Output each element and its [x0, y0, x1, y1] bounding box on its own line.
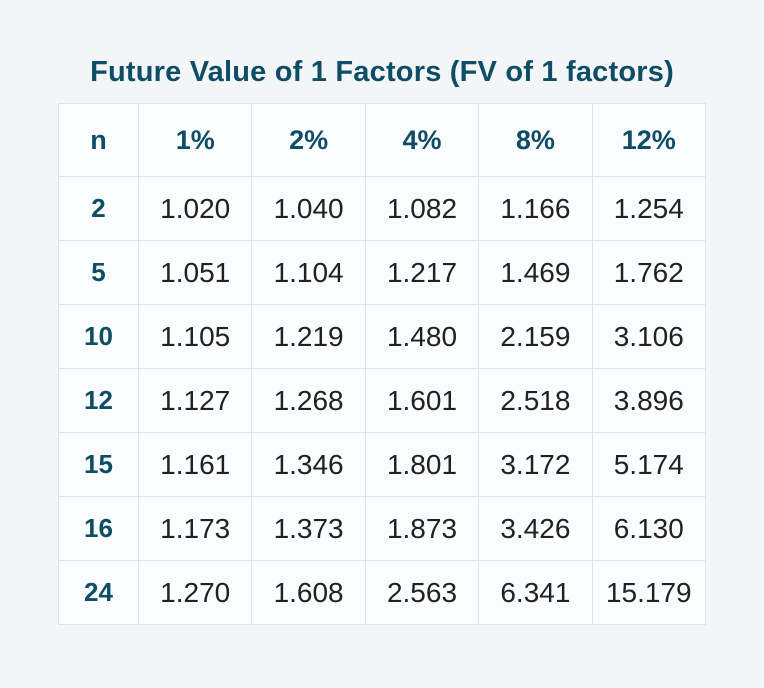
factor-cell: 2.518 — [478, 368, 593, 433]
factor-cell: 1.270 — [138, 560, 253, 625]
row-header-n: 12 — [58, 368, 140, 433]
factor-cell: 1.217 — [364, 240, 480, 305]
column-header-rate: 12% — [591, 103, 706, 177]
row-header-n: 24 — [58, 560, 140, 625]
fv-factors-table: n 1% 2% 4% 8% 12% 2 1.020 1.040 1.082 1.166 1.254 5… — [58, 103, 706, 625]
factor-cell: 1.268 — [251, 368, 366, 433]
factor-cell: 6.341 — [478, 560, 593, 625]
factor-cell: 2.563 — [364, 560, 480, 625]
factor-cell: 1.051 — [138, 240, 253, 305]
factor-cell: 1.105 — [138, 304, 253, 369]
table-row: 10 1.105 1.219 1.480 2.159 3.106 — [58, 304, 706, 369]
factor-cell: 1.040 — [251, 176, 366, 241]
factor-cell: 1.469 — [478, 240, 593, 305]
factor-cell: 1.601 — [364, 368, 480, 433]
factor-cell: 1.254 — [591, 176, 706, 241]
table-row: 12 1.127 1.268 1.601 2.518 3.896 — [58, 368, 706, 433]
factor-cell: 1.608 — [251, 560, 366, 625]
header-row: n 1% 2% 4% 8% 12% — [58, 103, 706, 177]
table-row: 5 1.051 1.104 1.217 1.469 1.762 — [58, 240, 706, 305]
row-header-n: 2 — [58, 176, 140, 241]
factor-cell: 1.801 — [364, 432, 480, 497]
row-header-n: 5 — [58, 240, 140, 305]
factor-cell: 3.106 — [591, 304, 706, 369]
factor-cell: 1.161 — [138, 432, 253, 497]
factor-cell: 1.020 — [138, 176, 253, 241]
table-row: 2 1.020 1.040 1.082 1.166 1.254 — [58, 176, 706, 241]
factor-cell: 1.166 — [478, 176, 593, 241]
column-header-rate: 1% — [138, 103, 253, 177]
factor-cell: 1.219 — [251, 304, 366, 369]
factor-cell: 5.174 — [591, 432, 706, 497]
column-header-n: n — [58, 103, 140, 177]
column-header-rate: 2% — [251, 103, 366, 177]
table-row: 16 1.173 1.373 1.873 3.426 6.130 — [58, 496, 706, 561]
factor-cell: 3.426 — [478, 496, 593, 561]
factor-cell: 1.373 — [251, 496, 366, 561]
table-header: n 1% 2% 4% 8% 12% — [58, 103, 706, 177]
factor-cell: 3.896 — [591, 368, 706, 433]
factor-cell: 2.159 — [478, 304, 593, 369]
factor-cell: 1.173 — [138, 496, 253, 561]
table-row: 15 1.161 1.346 1.801 3.172 5.174 — [58, 432, 706, 497]
factor-cell: 1.104 — [251, 240, 366, 305]
factor-cell: 1.082 — [364, 176, 480, 241]
factor-cell: 15.179 — [591, 560, 706, 625]
factor-cell: 6.130 — [591, 496, 706, 561]
page-title: Future Value of 1 Factors (FV of 1 facto… — [90, 56, 674, 88]
column-header-rate: 8% — [478, 103, 593, 177]
row-header-n: 10 — [58, 304, 140, 369]
row-header-n: 16 — [58, 496, 140, 561]
factor-cell: 3.172 — [478, 432, 593, 497]
factor-cell: 1.127 — [138, 368, 253, 433]
row-header-n: 15 — [58, 432, 140, 497]
table-body: 2 1.020 1.040 1.082 1.166 1.254 5 1.051 1.104 1.2… — [58, 176, 706, 625]
factor-cell: 1.346 — [251, 432, 366, 497]
column-header-rate: 4% — [364, 103, 480, 177]
factor-cell: 1.480 — [364, 304, 480, 369]
factor-cell: 1.762 — [591, 240, 706, 305]
table-row: 24 1.270 1.608 2.563 6.341 15.179 — [58, 560, 706, 625]
factor-cell: 1.873 — [364, 496, 480, 561]
